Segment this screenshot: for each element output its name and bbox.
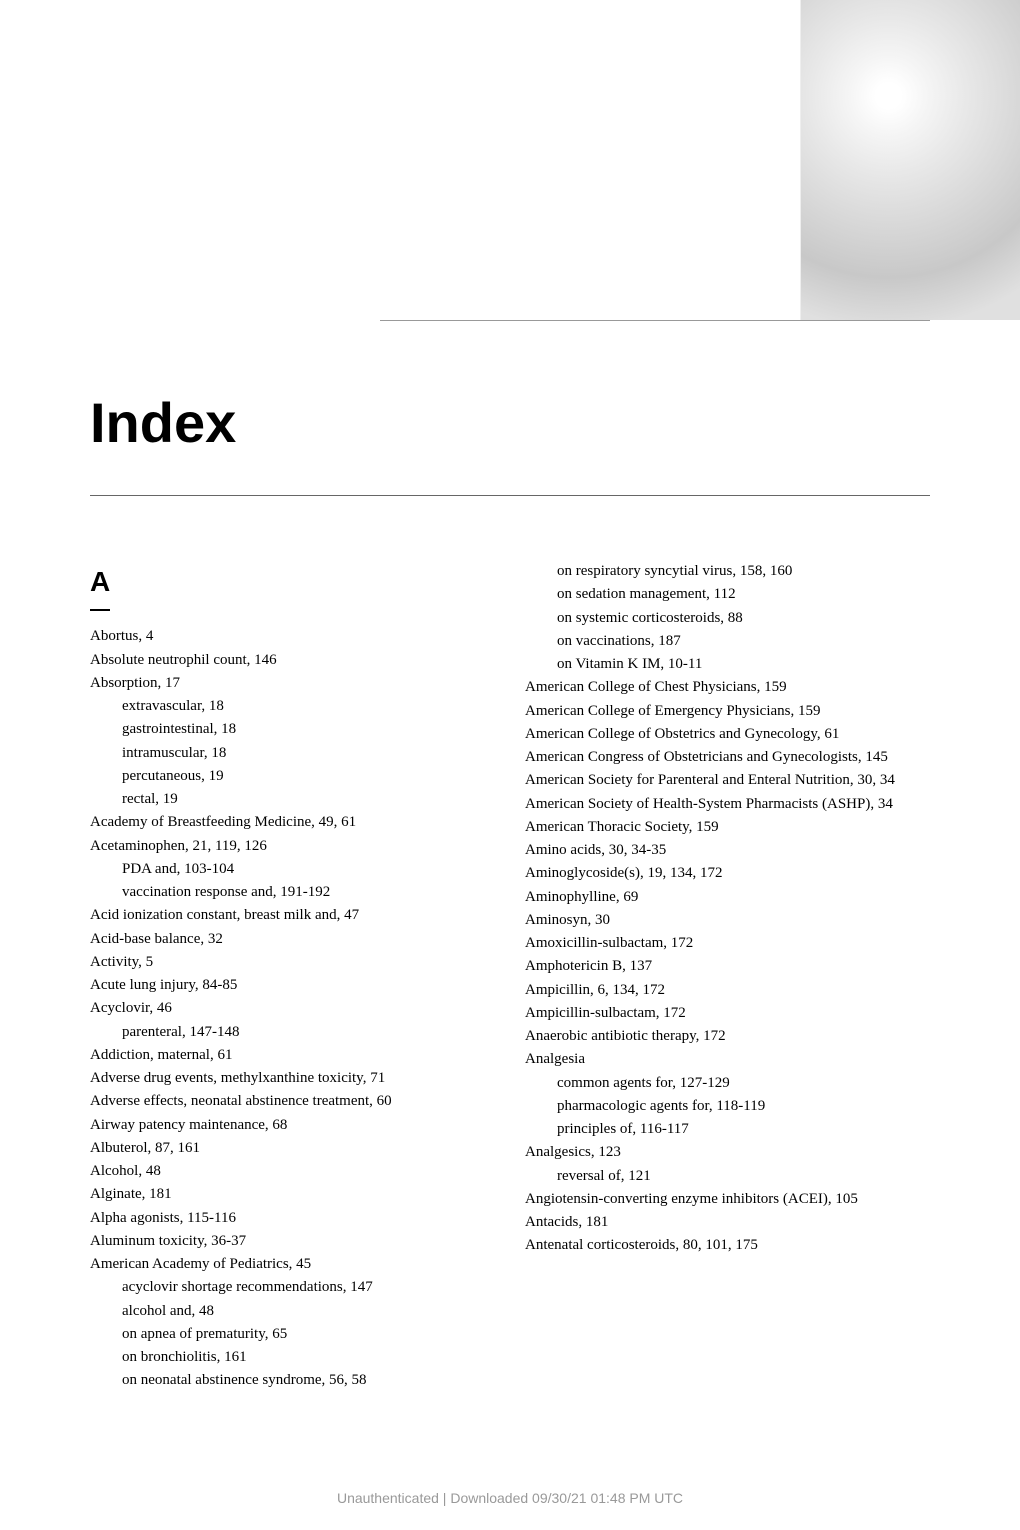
index-entry: Acid-base balance, 32 [90,928,495,951]
index-entry: Anaerobic antibiotic therapy, 172 [525,1025,930,1048]
index-entry: intramuscular, 18 [90,742,495,765]
index-entry: Abortus, 4 [90,625,495,648]
left-column: A Abortus, 4Absolute neutrophil count, 1… [90,560,495,1393]
index-entry: Acetaminophen, 21, 119, 126 [90,835,495,858]
index-entry: American College of Obstetrics and Gynec… [525,723,930,746]
header-decorative-image [800,0,1020,320]
index-entry: percutaneous, 19 [90,765,495,788]
index-entry: Antacids, 181 [525,1211,930,1234]
index-entry: Acid ionization constant, breast milk an… [90,904,495,927]
index-entry: Analgesia [525,1048,930,1071]
index-entry: vaccination response and, 191-192 [90,881,495,904]
index-entry: Ampicillin-sulbactam, 172 [525,1002,930,1025]
index-entry: on neonatal abstinence syndrome, 56, 58 [90,1369,495,1392]
title-rule [90,495,930,496]
index-entry: on systemic corticosteroids, 88 [525,607,930,630]
index-entry: American Congress of Obstetricians and G… [525,746,930,769]
index-entry: pharmacologic agents for, 118-119 [525,1095,930,1118]
index-content: A Abortus, 4Absolute neutrophil count, 1… [90,560,930,1393]
index-entry: Antenatal corticosteroids, 80, 101, 175 [525,1234,930,1257]
index-entry: Alginate, 181 [90,1183,495,1206]
index-entry: Aminoglycoside(s), 19, 134, 172 [525,862,930,885]
index-entry: on Vitamin K IM, 10-11 [525,653,930,676]
index-entry: PDA and, 103-104 [90,858,495,881]
index-entry: Aminosyn, 30 [525,909,930,932]
section-letter: A [90,560,110,611]
index-entry: principles of, 116-117 [525,1118,930,1141]
index-entry: common agents for, 127-129 [525,1072,930,1095]
index-entry: American Society of Health-System Pharma… [525,793,930,816]
index-entry: on respiratory syncytial virus, 158, 160 [525,560,930,583]
index-entry: Addiction, maternal, 61 [90,1044,495,1067]
index-entry: rectal, 19 [90,788,495,811]
index-entry: Amoxicillin-sulbactam, 172 [525,932,930,955]
index-entry: reversal of, 121 [525,1165,930,1188]
index-entry: Airway patency maintenance, 68 [90,1114,495,1137]
index-entry: American College of Emergency Physicians… [525,700,930,723]
index-entry: American College of Chest Physicians, 15… [525,676,930,699]
index-entry: Absolute neutrophil count, 146 [90,649,495,672]
index-entry: American Society for Parenteral and Ente… [525,769,930,792]
index-entry: Alcohol, 48 [90,1160,495,1183]
index-entry: on bronchiolitis, 161 [90,1346,495,1369]
index-entry: on apnea of prematurity, 65 [90,1323,495,1346]
index-entry: Angiotensin-converting enzyme inhibitors… [525,1188,930,1211]
index-entry: acyclovir shortage recommendations, 147 [90,1276,495,1299]
index-entry: gastrointestinal, 18 [90,718,495,741]
index-entry: on vaccinations, 187 [525,630,930,653]
index-entry: Acute lung injury, 84-85 [90,974,495,997]
index-entry: Acyclovir, 46 [90,997,495,1020]
index-entry: Amino acids, 30, 34-35 [525,839,930,862]
index-entry: Aluminum toxicity, 36-37 [90,1230,495,1253]
header-rule [380,320,930,321]
index-entry: Amphotericin B, 137 [525,955,930,978]
index-entry: Ampicillin, 6, 134, 172 [525,979,930,1002]
index-entry: Adverse drug events, methylxanthine toxi… [90,1067,495,1090]
index-entry: Alpha agonists, 115-116 [90,1207,495,1230]
index-entry: extravascular, 18 [90,695,495,718]
left-entries: Abortus, 4Absolute neutrophil count, 146… [90,625,495,1392]
index-entry: Absorption, 17 [90,672,495,695]
right-column: on respiratory syncytial virus, 158, 160… [525,560,930,1393]
index-entry: Adverse effects, neonatal abstinence tre… [90,1090,495,1113]
index-entry: Albuterol, 87, 161 [90,1137,495,1160]
index-entry: Activity, 5 [90,951,495,974]
index-entry: American Thoracic Society, 159 [525,816,930,839]
index-entry: on sedation management, 112 [525,583,930,606]
footer-text: Unauthenticated | Downloaded 09/30/21 01… [0,1490,1020,1506]
page-title: Index [90,390,236,455]
index-entry: Analgesics, 123 [525,1141,930,1164]
index-entry: American Academy of Pediatrics, 45 [90,1253,495,1276]
right-entries: on respiratory syncytial virus, 158, 160… [525,560,930,1258]
index-entry: Academy of Breastfeeding Medicine, 49, 6… [90,811,495,834]
index-entry: Aminophylline, 69 [525,886,930,909]
index-entry: parenteral, 147-148 [90,1021,495,1044]
index-entry: alcohol and, 48 [90,1300,495,1323]
